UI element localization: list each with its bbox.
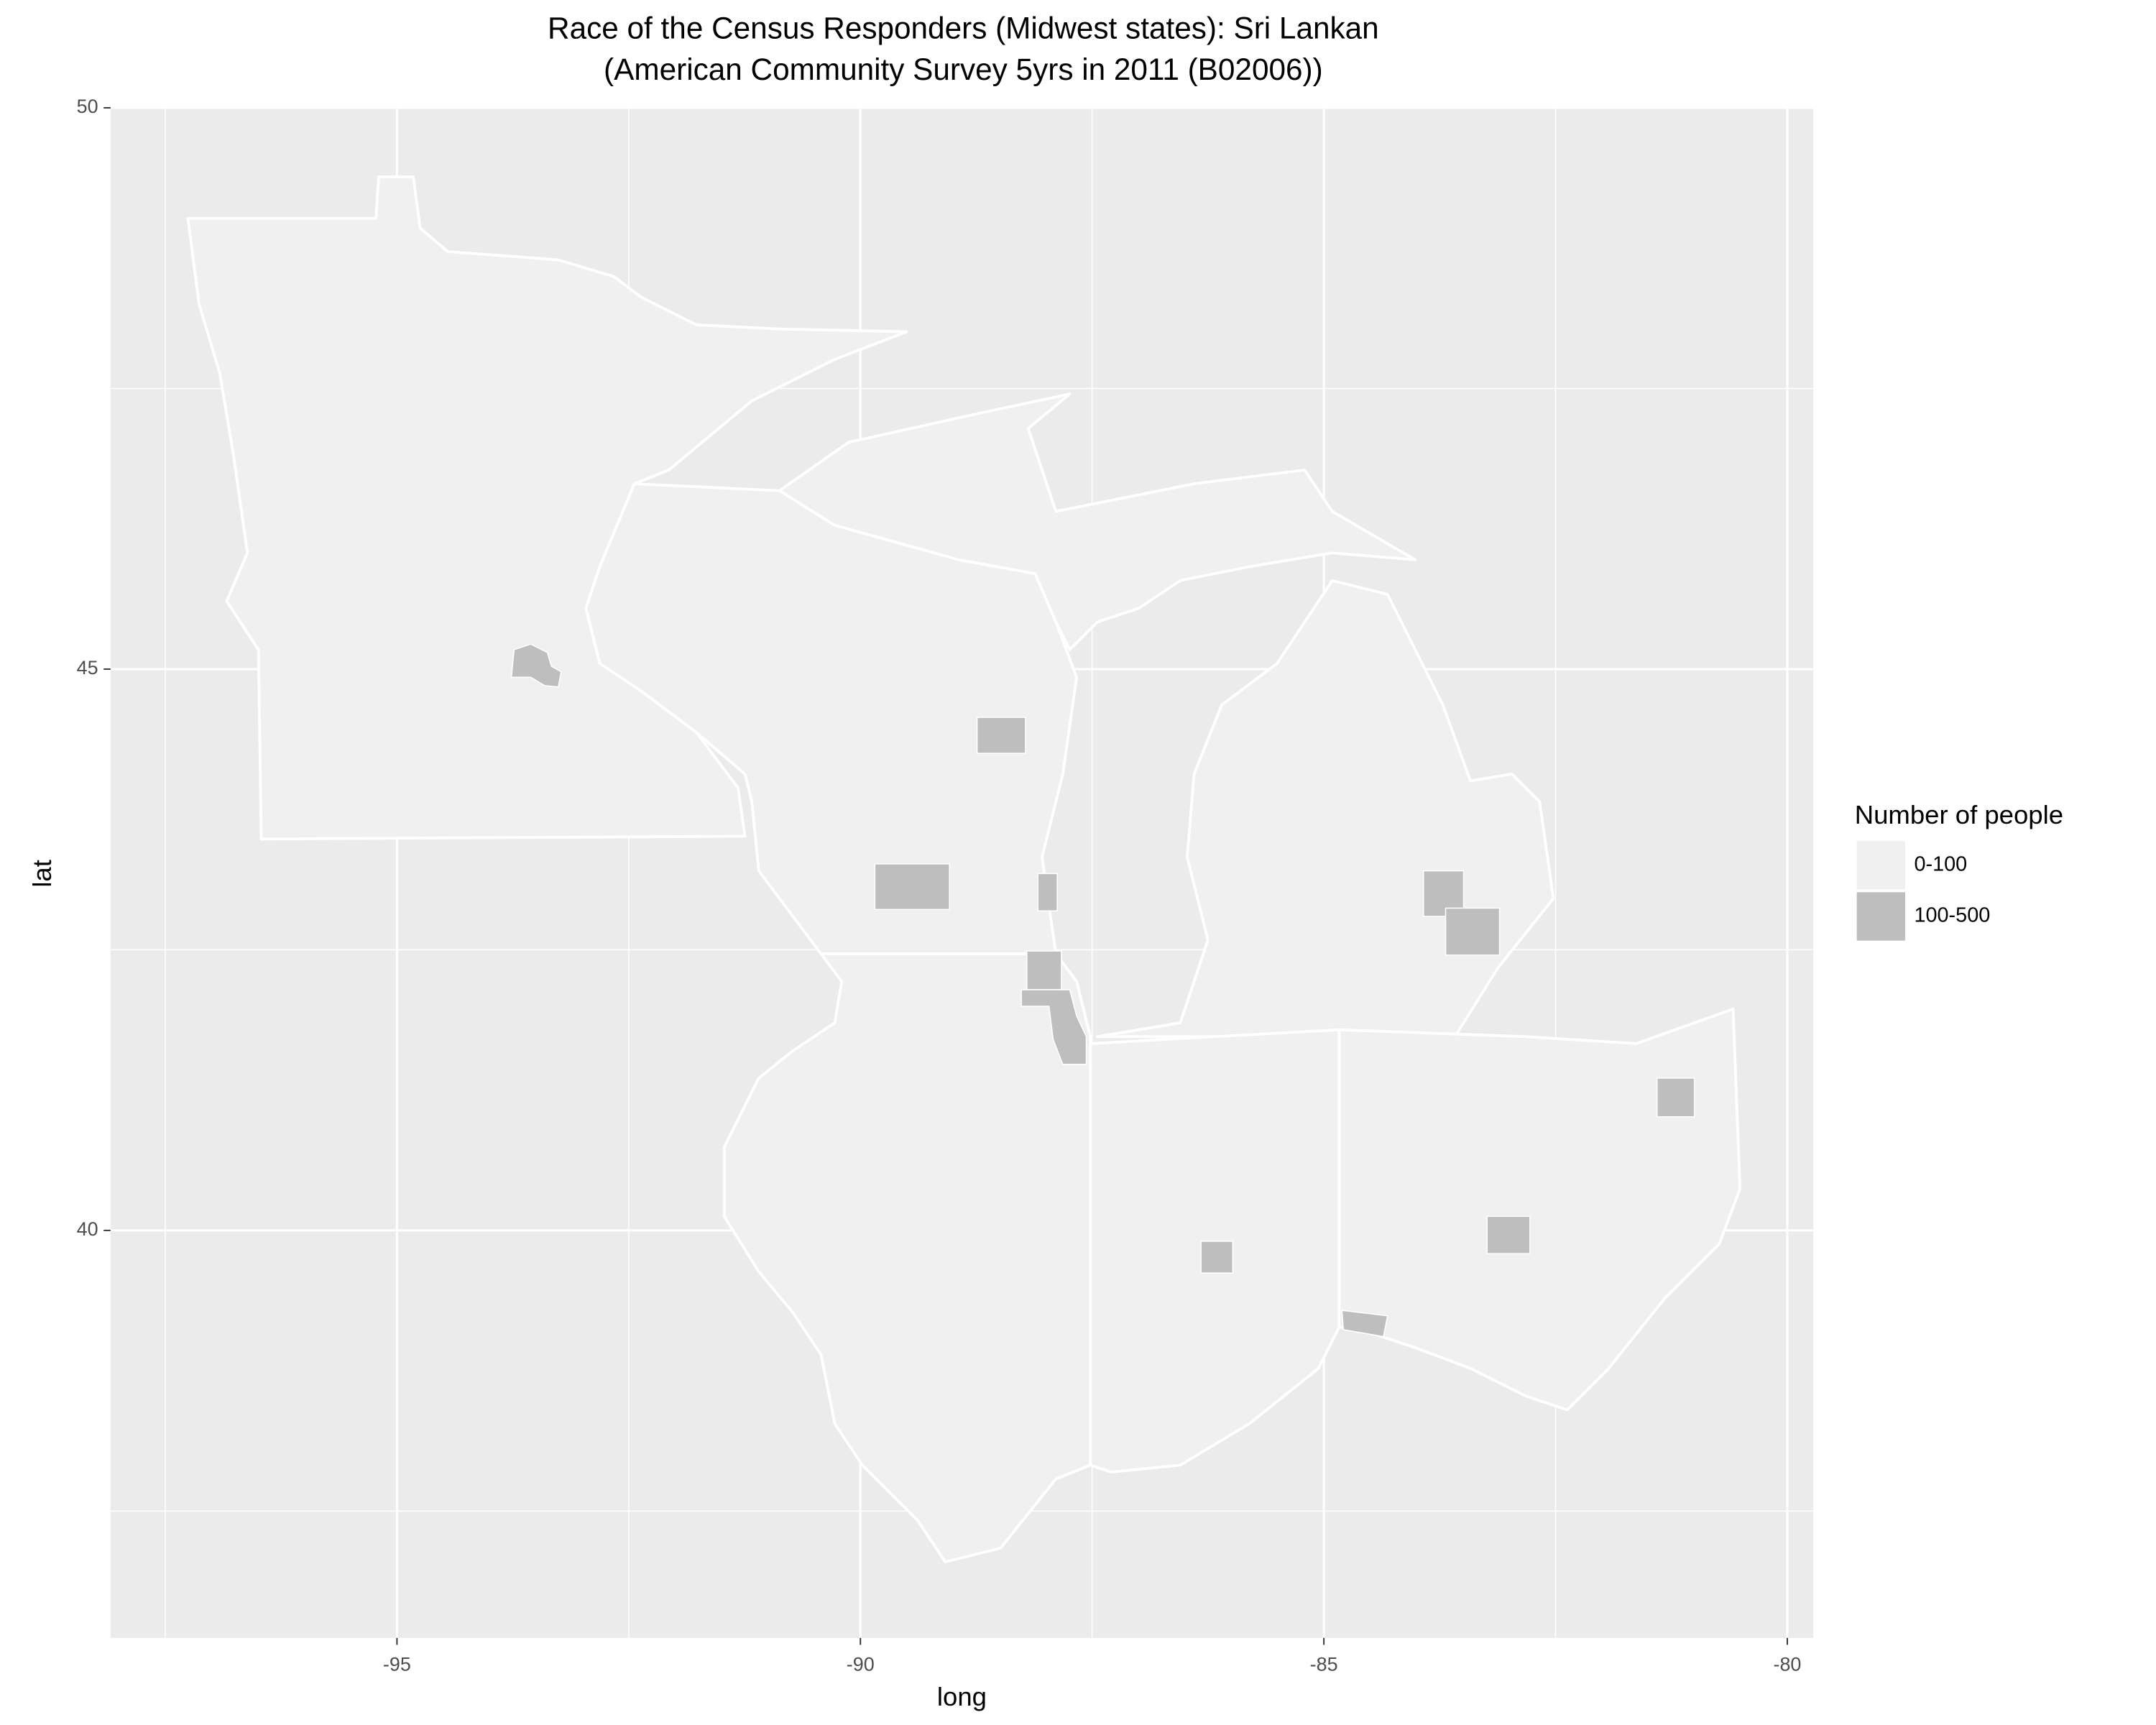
county [1341,1310,1388,1338]
y-tick-label: 40 [77,1218,98,1240]
county [1657,1077,1695,1118]
map [186,175,1742,1564]
x-tick-label: -85 [1310,1653,1338,1675]
x-tick-label: -80 [1774,1653,1802,1675]
x-axis-title: long [937,1682,987,1711]
y-tick-label: 45 [77,657,98,678]
county [976,717,1026,754]
state-ohio [1337,1007,1742,1412]
chart-title: Race of the Census Responders (Midwest s… [548,11,1379,45]
legend-key [1855,891,1907,942]
chart-subtitle: (American Community Survey 5yrs in 2011 … [604,52,1323,86]
state-minnesota [186,175,908,841]
county [1037,873,1058,912]
county [874,863,950,911]
x-tick-label: -95 [383,1653,411,1675]
county [1200,1241,1234,1274]
legend-key [1855,840,1907,891]
county [1026,950,1062,990]
legend-title: Number of people [1855,800,2063,829]
y-tick-label: 50 [77,96,98,117]
county [1486,1215,1531,1254]
legend: 0-100 100-500 [1855,840,1990,942]
x-tick-label: -90 [847,1653,875,1675]
y-axis-title: lat [27,860,57,888]
county [1021,989,1087,1065]
state-michigan-lower [1096,579,1555,1039]
state-michigan-upper [778,392,1417,651]
county [510,643,562,688]
legend-label: 100-500 [1914,904,1990,927]
county [1445,907,1501,956]
legend-label: 0-100 [1914,852,1967,875]
